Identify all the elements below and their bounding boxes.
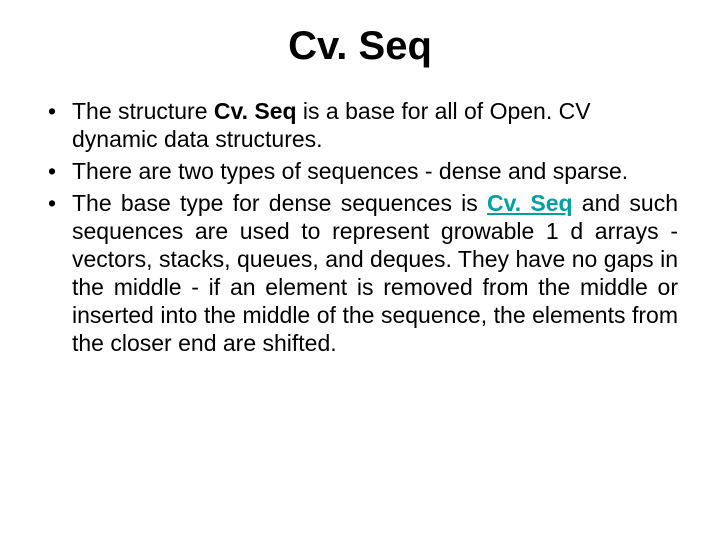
bullet-item-1: The structure Cv. Seq is a base for all … [42,97,678,153]
slide-title: Cv. Seq [42,24,678,69]
bullet-3-pre: The base type for dense sequences is [72,190,487,216]
bullet-list: The structure Cv. Seq is a base for all … [42,97,678,357]
bullet-2-text: There are two types of sequences - dense… [72,158,628,184]
bullet-1-bold: Cv. Seq [214,98,297,124]
bullet-1-pre: The structure [72,98,214,124]
bullet-item-3: The base type for dense sequences is Cv.… [42,189,678,357]
bullet-item-2: There are two types of sequences - dense… [42,157,678,185]
cvseq-link[interactable]: Cv. Seq [487,190,573,216]
slide: Cv. Seq The structure Cv. Seq is a base … [0,0,720,540]
